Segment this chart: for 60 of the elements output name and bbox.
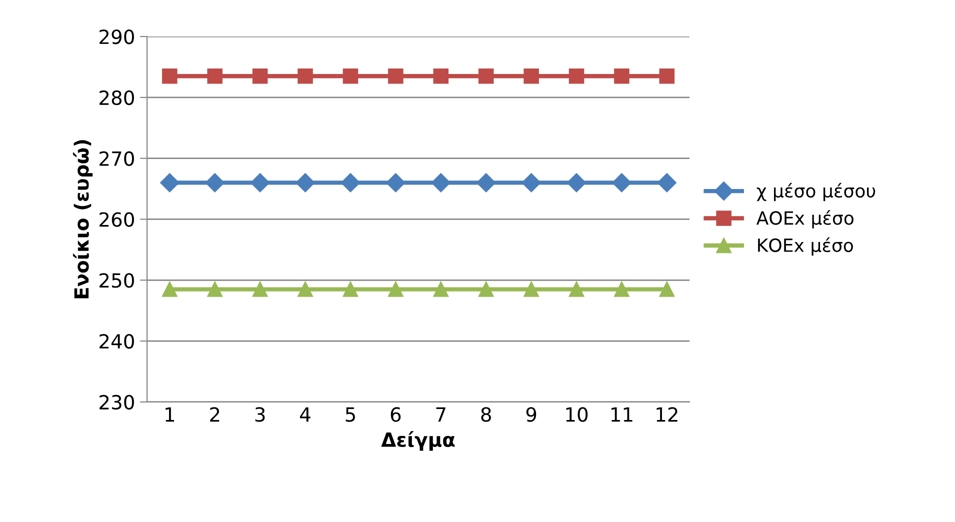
point: [388, 282, 404, 297]
point: [298, 68, 313, 84]
point: [614, 68, 630, 84]
legend-label: ΚΟΕx μέσο: [758, 237, 853, 256]
x-tick-label: 5: [346, 407, 355, 422]
y-tick-label: 230: [100, 394, 134, 410]
x-tick-label: 8: [481, 407, 491, 422]
point: [568, 68, 584, 84]
y-axis-title: Ενοίκιο (ευρώ): [73, 140, 93, 298]
x-tick-label: 7: [436, 407, 446, 422]
point: [340, 173, 360, 192]
x-tick-label: 4: [300, 407, 310, 422]
y-tick-label: 250: [100, 273, 134, 288]
point: [433, 282, 449, 297]
legend-label: ΑΟΕx μέσο: [756, 210, 854, 228]
point: [614, 282, 630, 297]
x-tick-label: 1: [166, 407, 174, 422]
x-tick-label: 2: [210, 407, 220, 422]
x-axis-title: Δείγμα: [381, 431, 455, 451]
point: [207, 282, 223, 297]
point: [659, 282, 675, 297]
point: [252, 282, 268, 297]
y-tick-label: 240: [100, 334, 134, 349]
x-tick-label: 10: [566, 407, 588, 422]
point: [476, 173, 496, 192]
point: [342, 68, 358, 84]
point: [612, 173, 632, 192]
point: [162, 68, 178, 84]
point: [433, 68, 449, 84]
point: [386, 173, 406, 192]
point: [252, 68, 268, 84]
point: [659, 68, 675, 84]
point: [431, 173, 450, 192]
point: [207, 68, 223, 84]
point: [524, 68, 539, 84]
point: [657, 173, 676, 192]
point: [522, 173, 541, 192]
point: [478, 68, 494, 84]
point: [205, 173, 224, 192]
legend-label: χ μέσο μέσου: [756, 182, 876, 202]
x-tick-label: 11: [611, 407, 632, 422]
point: [566, 173, 586, 192]
y-tick-label: 290: [100, 29, 134, 44]
x-tick-label: 12: [656, 407, 678, 422]
point: [388, 68, 404, 84]
point: [568, 282, 584, 297]
x-tick-label: 3: [255, 407, 265, 422]
y-tick-label: 270: [100, 151, 134, 166]
point: [524, 282, 539, 297]
point: [342, 282, 358, 297]
point: [162, 282, 178, 297]
point: [250, 173, 270, 192]
point: [296, 173, 315, 192]
point: [298, 282, 313, 297]
y-tick-label: 260: [100, 212, 134, 227]
y-tick-label: 280: [100, 90, 134, 106]
point: [160, 173, 180, 192]
x-tick-label: 6: [390, 407, 401, 422]
point: [478, 282, 494, 297]
x-tick-label: 9: [526, 407, 536, 422]
